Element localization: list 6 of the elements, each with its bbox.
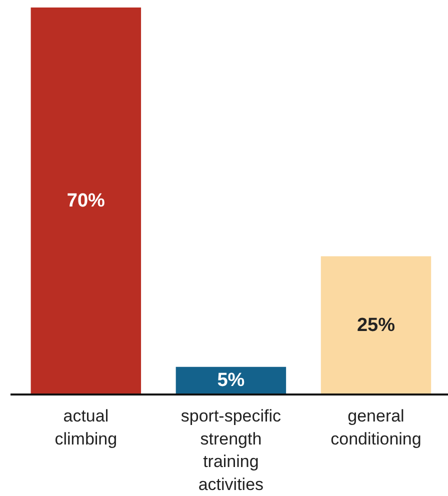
x-tick-label: general conditioning — [330, 406, 422, 448]
data-label: 5% — [217, 370, 245, 392]
x-tick-label: sport-specific strength training activities — [180, 406, 282, 494]
x-tick-label: actual climbing — [54, 406, 118, 448]
data-label: 25% — [356, 314, 396, 336]
data-label: 70% — [66, 190, 106, 212]
